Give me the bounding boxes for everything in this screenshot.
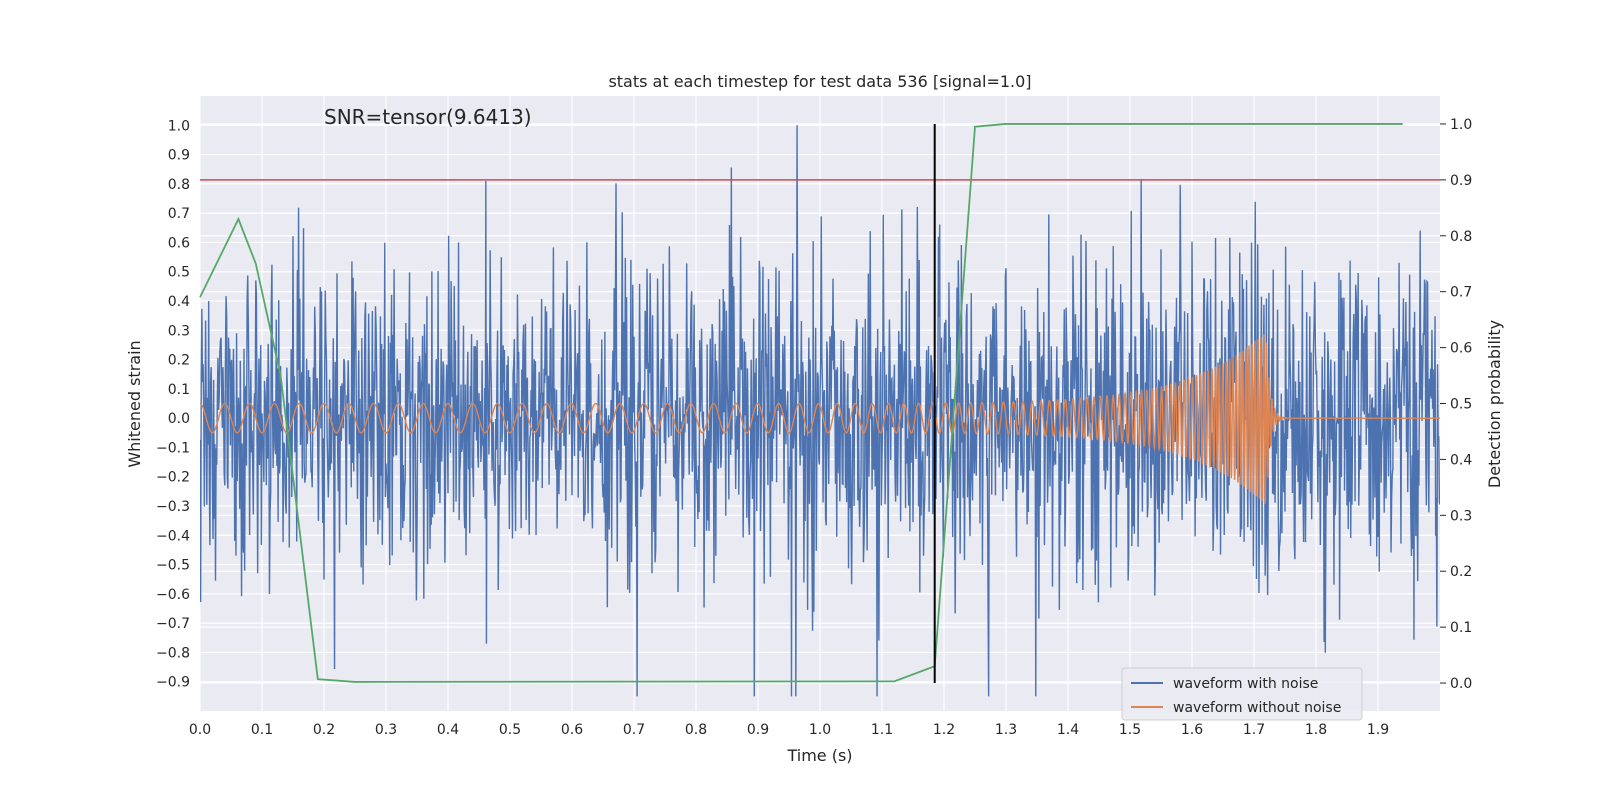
x-tick-label: 1.9 [1367,722,1389,738]
y-tick-label-left: 0.8 [168,177,190,193]
y-tick-label-left: 0.2 [168,353,190,369]
x-tick-label: 0.9 [747,722,769,738]
x-tick-label: 1.2 [933,722,955,738]
x-tick-label: 0.7 [623,722,645,738]
y-axis-label-right: Detection probability [1485,320,1504,488]
x-tick-label: 0.1 [251,722,273,738]
x-tick-label: 0.6 [561,722,583,738]
y-tick-label-left: 0.1 [168,382,190,398]
legend-label-signal: waveform without noise [1173,700,1341,716]
y-tick-label-right: 0.3 [1450,508,1472,524]
y-tick-label-left: 1.0 [168,118,190,134]
series-line-waveform-with-noise [200,125,1440,697]
x-tick-label: 0.8 [685,722,707,738]
y-tick-label-right: 0.8 [1450,229,1472,245]
y-tick-label-right: 0.5 [1450,397,1472,413]
y-tick-label-left: −0.4 [156,528,190,544]
y-tick-label-left: 0.7 [168,206,190,222]
y-tick-label-right: 0.7 [1450,285,1472,301]
y-axis-label-left: Whitened strain [125,340,144,467]
y-tick-label-left: 0.5 [168,265,190,281]
series-layer-noise [200,125,1440,697]
x-tick-label: 0.0 [189,722,211,738]
x-tick-label: 1.3 [995,722,1017,738]
x-tick-label: 1.4 [1057,722,1079,738]
y-tick-label-left: 0.9 [168,148,190,164]
y-tick-label-left: −0.1 [156,440,190,456]
y-tick-label-left: −0.7 [156,616,190,632]
y-tick-label-left: −0.3 [156,499,190,515]
y-tick-label-left: 0.0 [168,411,190,427]
y-tick-label-right: 0.6 [1450,341,1472,357]
snr-annotation: SNR=tensor(9.6413) [324,105,532,129]
x-tick-label: 1.5 [1119,722,1141,738]
legend-box [1121,667,1363,721]
legend: waveform with noise waveform without noi… [1121,667,1363,721]
series-line-detection-probability [199,123,1403,683]
y-tick-label-right: 1.0 [1450,117,1472,133]
x-axis-label: Time (s) [786,746,852,765]
x-tick-label: 1.1 [871,722,893,738]
y-tick-label-right: 0.4 [1450,452,1472,468]
x-tick-label: 0.3 [375,722,397,738]
series-line-waveform-without-noise [200,334,1440,504]
y-tick-label-right: 0.0 [1450,676,1472,692]
legend-label-noise: waveform with noise [1173,676,1318,692]
series-layer-signal [200,334,1440,504]
y-tick-label-left: 0.4 [168,294,190,310]
x-tick-label: 1.8 [1305,722,1327,738]
overlay-layer [199,123,1440,684]
x-tick-label: 1.0 [809,722,831,738]
tick-labels: 0.0 0.1 0.2 0.3 0.4 0.5 0.6 0.7 0.8 0.9 1.0 1.1 1.2 1… [156,117,1472,738]
y-tick-label-right: 0.2 [1450,564,1472,580]
x-tick-label: 0.4 [437,722,459,738]
y-tick-label-left: −0.6 [156,587,190,603]
chart-title: stats at each timestep for test data 536… [608,72,1031,91]
y-tick-label-left: −0.5 [156,558,190,574]
y-tick-label-right: 0.9 [1450,173,1472,189]
y-tick-label-left: −0.2 [156,470,190,486]
y-tick-label-left: 0.6 [168,235,190,251]
x-tick-label: 0.5 [499,722,521,738]
x-tick-label: 0.2 [313,722,335,738]
y-tick-label-left: −0.9 [156,675,190,691]
y-tick-label-left: −0.8 [156,645,190,661]
x-tick-label: 1.7 [1243,722,1265,738]
y-tick-label-left: 0.3 [168,323,190,339]
x-tick-label: 1.6 [1181,722,1203,738]
y-tick-label-right: 0.1 [1450,620,1472,636]
